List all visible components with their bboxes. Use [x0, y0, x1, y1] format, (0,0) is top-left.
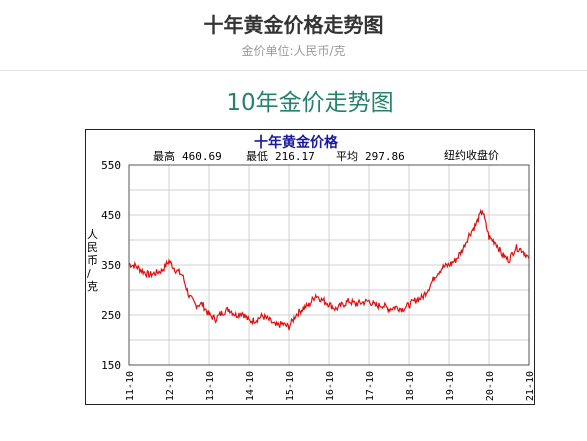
stat-avg-label: 平均 [336, 150, 358, 163]
x-tick-label: 17-10 [365, 371, 376, 401]
y-tick-label: 350 [101, 259, 121, 272]
x-tick-label: 21-10 [525, 371, 534, 401]
price-series-line [128, 208, 530, 331]
x-tick-label: 15-10 [285, 371, 296, 401]
y-tick-label: 150 [101, 359, 121, 372]
x-tick-label: 18-10 [405, 371, 416, 401]
x-tick-label: 12-10 [165, 371, 176, 401]
stat-avg-value: 297.86 [365, 150, 405, 163]
section-title: 10年金价走势图 [226, 90, 394, 116]
y-tick-label: 250 [101, 309, 121, 322]
stat-max-label: 最高 [153, 149, 175, 163]
x-tick-label: 14-10 [245, 371, 256, 401]
page-title: 十年黄金价格走势图 [203, 13, 384, 37]
plot-frame [128, 164, 530, 366]
page-subtitle: 金价单位:人民币/克 [241, 44, 346, 58]
x-tick-label: 11-10 [125, 371, 136, 401]
y-tick-label: 450 [101, 209, 121, 222]
y-axis: 150 250 350 450 550 [101, 159, 121, 372]
stat-min-value: 216.17 [275, 150, 315, 163]
page-header: 十年黄金价格走势图 金价单位:人民币/克 [0, 0, 587, 71]
chart-grid [128, 164, 530, 366]
x-tick-label: 20-10 [485, 371, 496, 401]
chart-title: 十年黄金价格 [254, 134, 339, 151]
x-tick-label: 16-10 [325, 371, 336, 401]
x-tick-label: 13-10 [205, 371, 216, 401]
x-axis: 11-10 12-10 13-10 14-10 15-10 16-10 17-10 18-10… [125, 371, 534, 401]
x-tick-label: 19-10 [445, 371, 456, 401]
y-tick-label: 550 [101, 159, 121, 172]
stat-max-value: 460.69 [182, 150, 222, 163]
chart-svg: 150 250 350 450 550 11-10 12-10 13-10 14-10 15-1… [87, 134, 534, 401]
source-note: 纽约收盘价 [444, 148, 499, 162]
stat-min-label: 最低 [246, 150, 268, 163]
gold-price-chart: 150 250 350 450 550 11-10 12-10 13-10 14-10 15-1… [85, 129, 535, 405]
y-axis-label: 人民币/克 [87, 228, 98, 293]
